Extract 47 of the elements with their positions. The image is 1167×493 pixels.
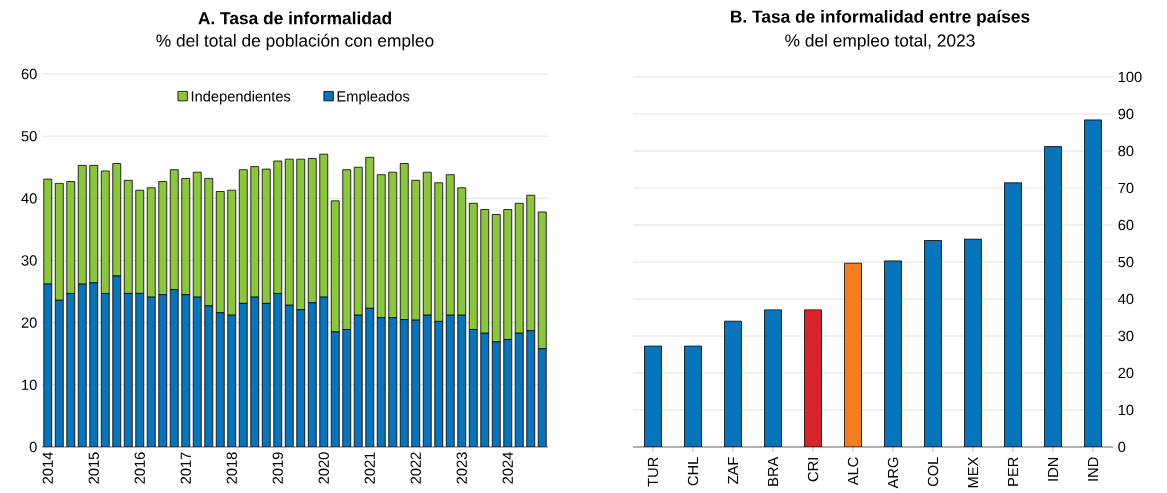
x-tick-label: 2024	[502, 452, 513, 484]
y-tick-label: 60	[21, 68, 37, 80]
chart-title: A. Tasa de informalidad	[198, 11, 391, 25]
y-tick-label: 90	[1118, 108, 1134, 120]
y-tick-label: 30	[21, 255, 37, 266]
x-tick-label: ARG	[887, 457, 899, 489]
x-tick-label: 2023	[456, 452, 467, 484]
x-tick-label: TUR	[647, 457, 659, 487]
y-tick-label: 80	[1118, 145, 1134, 157]
y-tick-label: 30	[1118, 330, 1134, 342]
x-tick-label: MEX	[967, 457, 979, 488]
x-tick-label: 2021	[364, 452, 375, 484]
x-tick-label: BRA	[767, 456, 779, 486]
x-tick-label: ALC	[847, 457, 859, 486]
x-tick-label: 2016	[134, 452, 145, 484]
y-tick-label: 100	[1118, 71, 1142, 83]
y-tick-label: 10	[22, 379, 37, 391]
chart-subtitle: % del total de población con empleo	[156, 33, 434, 51]
y-tick-label: 70	[1118, 182, 1134, 194]
y-tick-label: 40	[21, 193, 37, 204]
y-tick-label: 0	[1118, 441, 1126, 453]
x-tick-label: IDN	[1047, 457, 1059, 481]
y-tick-label: 0	[29, 441, 37, 453]
chart-subtitle: % del empleo total, 2023	[785, 33, 975, 51]
x-tick-label: 2022	[410, 452, 421, 484]
x-tick-label: 2017	[180, 452, 191, 484]
y-tick-label: 20	[1118, 367, 1134, 379]
x-tick-label: 2019	[272, 452, 283, 484]
y-tick-label: 60	[1118, 219, 1134, 231]
x-tick-label: IND	[1087, 457, 1099, 481]
x-tick-label: 2018	[226, 452, 237, 484]
x-tick-label: PER	[1007, 457, 1019, 486]
x-tick-label: CRI	[807, 458, 819, 482]
chart-title: B. Tasa de informalidad entre países	[731, 9, 1030, 27]
legend-label: Empleados	[337, 90, 410, 105]
x-tick-label: COL	[927, 457, 939, 487]
x-tick-label: CHL	[687, 457, 699, 486]
y-tick-label: 50	[1118, 256, 1134, 268]
x-tick-label: ZAF	[727, 457, 739, 484]
x-tick-label: 2014	[42, 452, 53, 484]
y-tick-label: 20	[21, 317, 37, 328]
y-tick-label: 50	[21, 131, 37, 142]
y-tick-label: 10	[1118, 404, 1134, 416]
legend-label: Independientes	[191, 90, 291, 105]
y-tick-label: 40	[1118, 293, 1134, 305]
x-tick-label: 2020	[318, 452, 329, 484]
x-tick-label: 2015	[88, 452, 99, 484]
